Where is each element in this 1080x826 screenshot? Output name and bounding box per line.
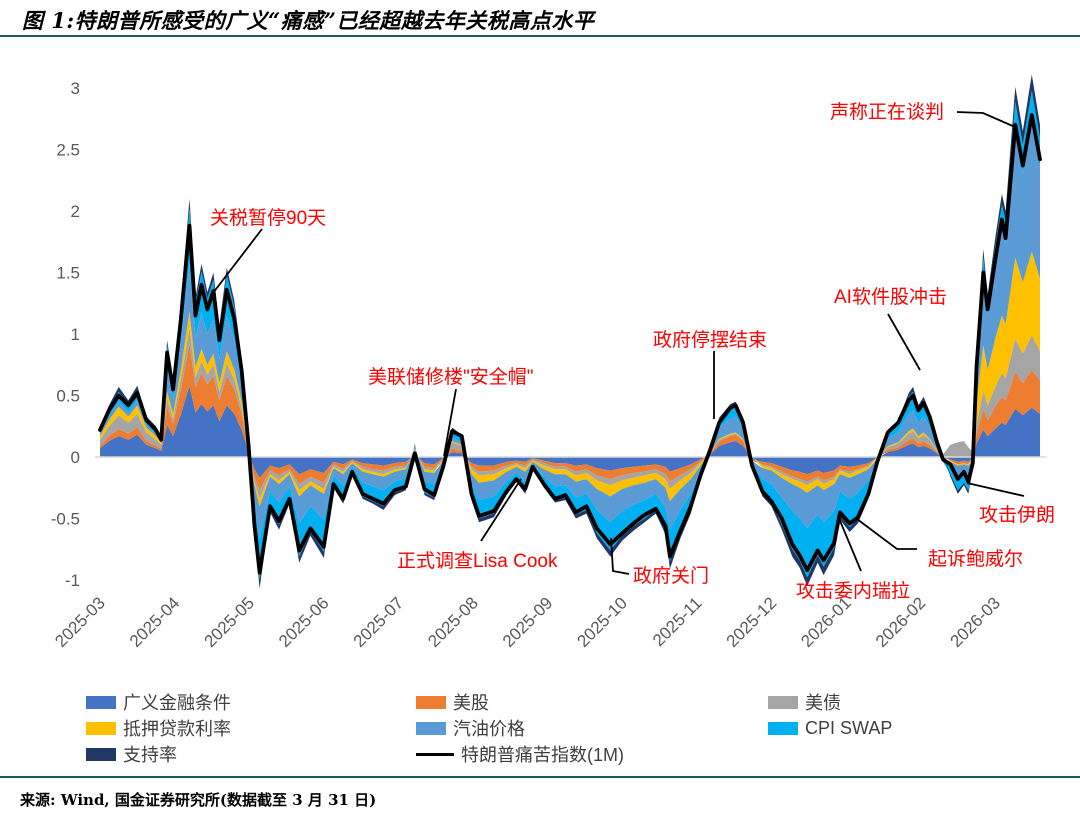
- legend-label: CPI SWAP: [805, 717, 893, 738]
- stacked-areas: [100, 74, 1040, 589]
- misery-index-line: [98, 113, 1042, 575]
- legend-label: 美债: [805, 693, 841, 713]
- callout-line-iran: [966, 482, 1025, 497]
- y-tick-label: 2: [71, 202, 80, 221]
- annotation-shutdown-end: 政府停摆结束: [653, 329, 767, 351]
- legend-item-4: 汽油价格: [416, 715, 768, 741]
- x-tick-label: 2025-08: [424, 593, 482, 651]
- y-tick-label: 0.5: [56, 387, 80, 406]
- x-tick-label: 2025-03: [51, 593, 109, 651]
- y-tick-label: -0.5: [51, 510, 80, 529]
- legend-item-1: 美股: [416, 689, 768, 715]
- x-tick-label: 2026-01: [797, 593, 855, 651]
- x-tick-label: 2026-03: [946, 593, 1004, 651]
- y-tick-label: 3: [71, 79, 80, 98]
- annotation-ai-shock: AI软件股冲击: [834, 286, 947, 308]
- source-note: 来源: Wind, 国金证券研究所(数据截至 3 月 31 日): [20, 791, 377, 809]
- legend-item-3: 抵押贷款利率: [86, 715, 416, 741]
- annotation-tariff-pause: 关税暂停90天: [210, 207, 326, 229]
- source-divider: [0, 776, 1080, 778]
- legend-line-icon: [416, 752, 454, 756]
- area-series-0: [100, 385, 1040, 478]
- legend-label: 美股: [453, 693, 489, 713]
- annotation-iran: 攻击伊朗: [979, 504, 1055, 526]
- legend-swatch-icon: [416, 721, 446, 735]
- x-tick-label: 2025-11: [649, 593, 706, 650]
- legend-swatch-icon: [768, 721, 798, 735]
- callout-line-fed-hat: [443, 388, 457, 457]
- legend-item-7: 特朗普痛苦指数(1M): [416, 741, 768, 767]
- legend-label: 支持率: [123, 745, 177, 765]
- x-tick-label: 2025-05: [200, 593, 258, 651]
- annotation-venezuela: 攻击委内瑞拉: [796, 580, 910, 602]
- legend-swatch-icon: [768, 695, 798, 709]
- x-tick-label: 2026-02: [872, 593, 930, 651]
- y-tick-label: 2.5: [56, 141, 80, 160]
- legend-swatch-icon: [86, 695, 116, 709]
- annotation-fed-hat: 美联储修楼"安全帽": [368, 366, 534, 388]
- y-tick-label: -1: [65, 571, 80, 590]
- title-divider: [0, 35, 1080, 37]
- annotation-powell: 起诉鲍威尔: [928, 548, 1023, 570]
- legend-swatch-icon: [416, 695, 446, 709]
- legend-item-5: CPI SWAP: [768, 718, 892, 739]
- callout-line-gov-shutdown: [610, 537, 630, 575]
- legend-item-2: 美债: [768, 689, 892, 715]
- chart-legend: 广义金融条件 美股 美债抵押贷款利率 汽油价格 CPI SWAP 支持率 特朗普痛苦指数(1…: [86, 689, 892, 767]
- callout-line-powell: [856, 518, 917, 550]
- legend-label: 抵押贷款利率: [123, 719, 231, 739]
- annotation-lisa-cook: 正式调查Lisa Cook: [397, 550, 558, 572]
- legend-swatch-icon: [86, 721, 116, 735]
- annotation-gov-shutdown: 政府关门: [633, 565, 709, 587]
- y-axis-labels: 3 2.5 2 1.5 1 0.5 0 -0.5 -1: [51, 79, 80, 590]
- y-tick-label: 1.5: [56, 264, 80, 283]
- legend-swatch-icon: [86, 747, 116, 761]
- x-tick-label: 2025-07: [350, 593, 408, 651]
- y-tick-label: 1: [71, 325, 80, 344]
- legend-item-6: 支持率: [86, 741, 416, 767]
- callout-line-negotiating: [956, 111, 1016, 128]
- callout-line-ai-shock: [887, 313, 921, 371]
- x-tick-label: 2025-04: [126, 593, 184, 651]
- x-tick-label: 2025-12: [723, 593, 781, 651]
- x-tick-label: 2025-09: [499, 593, 557, 651]
- annotation-negotiating: 声称正在谈判: [830, 101, 944, 123]
- page-title: 图 1:特朗普所感受的广义“痛感”已经超越去年关税高点水平: [22, 8, 595, 33]
- y-tick-label: 0: [71, 448, 80, 467]
- legend-label: 广义金融条件: [123, 693, 231, 713]
- x-tick-label: 2025-06: [275, 593, 333, 651]
- x-tick-label: 2025-10: [573, 593, 631, 651]
- x-axis-labels: 2025-03 2025-04 2025-05 2025-06 2025-07 2025-…: [51, 593, 1004, 651]
- callout-line-tariff-pause: [212, 228, 263, 294]
- legend-item-0: 广义金融条件: [86, 689, 416, 715]
- legend-label: 汽油价格: [453, 719, 525, 739]
- callout-line-venezuela: [837, 515, 862, 572]
- legend-label: 特朗普痛苦指数(1M): [461, 745, 624, 765]
- callout-line-lisa-cook: [480, 478, 522, 542]
